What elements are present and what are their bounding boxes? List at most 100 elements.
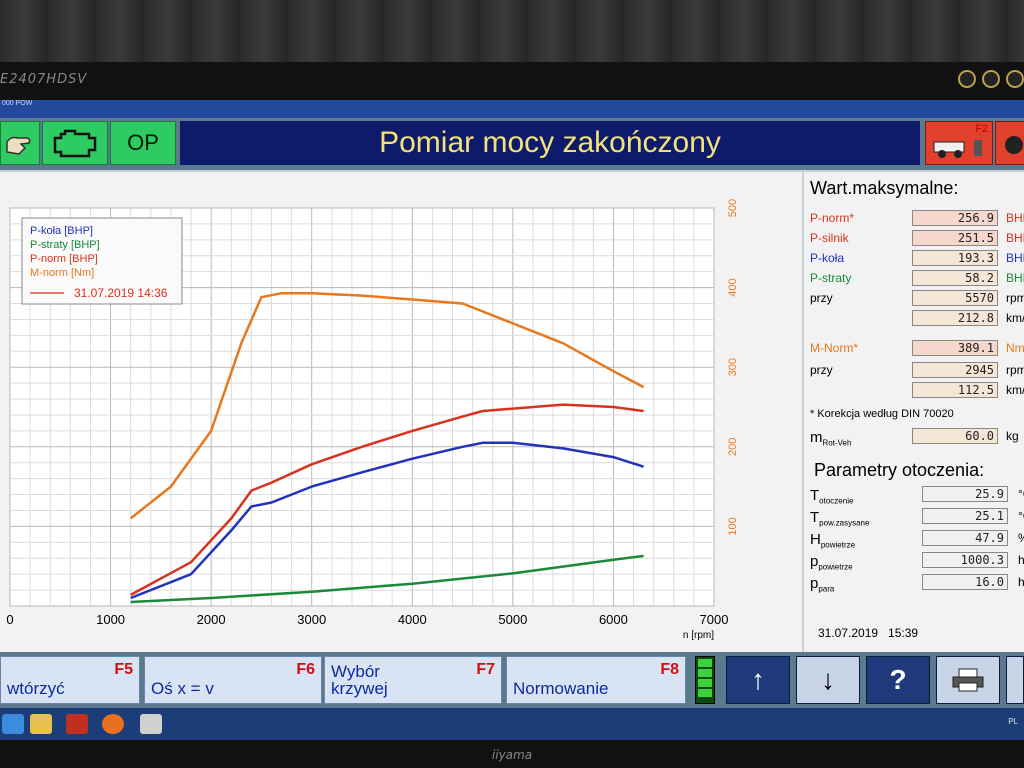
window-title-strip: 000 POW — [0, 100, 1024, 118]
legend-box — [21, 217, 183, 305]
ambient-value: 16.0 — [922, 574, 1008, 590]
power-chart: 0 1000 2000 3000 4000 5000 6000 7000 n [rpm] 100 2… — [6, 199, 739, 641]
help-icon: ? — [889, 664, 907, 695]
f8-button[interactable]: F8 Normowanie — [506, 656, 686, 704]
ambient-unit: °C — [1018, 487, 1024, 501]
f2-key-label: F2 — [975, 123, 988, 135]
series-line — [130, 441, 644, 600]
ambient-symbol: p — [810, 553, 819, 570]
windows-taskbar: PL — [0, 708, 1024, 740]
engine-icon — [53, 129, 97, 158]
monitor-button-icon — [1006, 70, 1024, 88]
ambient-value: 47.9 — [922, 530, 1008, 546]
monitor-bezel-bottom — [0, 740, 1024, 768]
ambient-row: ppara 16.0 hPa — [810, 574, 1024, 594]
legend-entry: P-norm [BHP] — [30, 253, 98, 265]
printer-icon — [952, 668, 984, 692]
y-tick-label: 200 — [727, 438, 739, 456]
mrot-row: mRot-Veh 60.0 kg — [810, 428, 1024, 447]
f2-button[interactable]: F2 — [925, 121, 993, 165]
series-line — [130, 554, 644, 604]
x-axis-label: n [rpm] — [683, 630, 714, 641]
ie-icon[interactable] — [2, 714, 24, 734]
red-button[interactable] — [995, 121, 1024, 165]
max-unit: BHP — [1006, 231, 1024, 245]
ambient-unit: hPa — [1018, 575, 1024, 589]
ambient-row: Tpow.zasysane 25.1 °C — [810, 508, 1024, 527]
max-unit: BHP — [1006, 271, 1024, 285]
legend-entry: P-straty [BHP] — [30, 239, 100, 251]
results-panel: Wart.maksymalne: P-norm* 256.9 BHP P-sil… — [804, 172, 1024, 652]
max-label: przy — [810, 363, 833, 377]
ambient-row: Hpowietrze 47.9 % — [810, 530, 1024, 550]
app-task-icon[interactable] — [140, 714, 162, 734]
monitor-bottom-brand: iiyama — [491, 748, 533, 762]
app-screen: 000 POW OP Pomiar mocy zakończony F2 — [0, 100, 1024, 740]
max-value: 2945 — [912, 362, 998, 378]
down-button[interactable]: ↓ — [796, 656, 860, 704]
monitor-bezel-top — [0, 62, 1024, 102]
mrot-unit: kg — [1006, 429, 1019, 443]
ambient-label: Tpow.zasysane — [810, 509, 869, 527]
ambient-subscript: para — [818, 584, 835, 594]
ambient-subscript: powietrze — [820, 540, 856, 550]
max-unit: BHP — [1006, 251, 1024, 265]
mrot-value: 60.0 — [912, 428, 998, 444]
max-row-m-speed: 112.5 km/h — [810, 382, 1024, 400]
x-tick-label: 3000 — [297, 612, 326, 627]
x-tick-label: 1000 — [96, 612, 125, 627]
max-unit: Nm — [1006, 341, 1024, 355]
ambient-title: Parametry otoczenia: — [814, 460, 985, 480]
help-button[interactable]: ? — [866, 656, 930, 704]
max-unit: km/h — [1006, 311, 1024, 325]
ambient-label: ppowietrze — [810, 553, 853, 571]
print-button[interactable] — [936, 656, 1000, 704]
background-foam — [0, 0, 1024, 65]
status-title: Pomiar mocy zakończony — [180, 121, 920, 165]
mrot-subscript: Rot-Veh — [822, 438, 852, 448]
f6-button[interactable]: F6 Oś x = v — [144, 656, 322, 704]
x-tick-label: 6000 — [599, 612, 628, 627]
ambient-unit: % — [1018, 531, 1024, 545]
f6-label: Oś x = v — [151, 679, 214, 698]
engine-button[interactable] — [42, 121, 108, 165]
series-line — [129, 291, 645, 520]
max-label: P-norm* — [810, 211, 855, 225]
hand-icon — [6, 136, 31, 155]
x-tick-label: 5000 — [498, 612, 527, 627]
max-row-m-norm: M-Norm* 389.1 Nm — [810, 340, 1024, 358]
f7-button[interactable]: F7 Wybór krzywej — [324, 656, 502, 704]
y-tick-label: 500 — [727, 199, 739, 217]
max-label: P-silnik — [810, 231, 849, 245]
monitor-buttons — [958, 70, 1024, 88]
correction-note: * Korekcja według DIN 70020 — [810, 408, 954, 420]
firefox-icon[interactable] — [102, 714, 124, 734]
extra-button[interactable] — [1006, 656, 1024, 704]
status-led-bar — [695, 656, 715, 704]
max-unit: km/h — [1006, 383, 1024, 397]
ambient-row: ppowietrze 1000.3 hPa — [810, 552, 1024, 571]
tray-language[interactable]: PL — [1008, 717, 1018, 726]
max-row-rpm: przy 5570 rpm — [810, 290, 1024, 308]
op-button[interactable]: OP — [110, 121, 176, 165]
max-row-p-silnik: P-silnik 251.5 BHP — [810, 230, 1024, 248]
ambient-unit: °C — [1018, 509, 1024, 523]
folder-icon[interactable] — [30, 714, 52, 734]
bottom-toolbar: F5 wtórzyć F6 Oś x = v F7 Wybór krzywej … — [0, 652, 1024, 708]
mrot-label: mRot-Veh — [810, 429, 851, 447]
x-tick-label: 2000 — [197, 612, 226, 627]
max-row-speed: 212.8 km/h — [810, 310, 1024, 328]
monitor-brand: E2407HDSV — [0, 72, 88, 87]
chart-panel: 0 1000 2000 3000 4000 5000 6000 7000 n [rpm] 100 2… — [0, 172, 802, 652]
f5-key: F5 — [114, 661, 133, 678]
max-value: 389.1 — [912, 340, 998, 356]
max-row-m-rpm: przy 2945 rpm — [810, 362, 1024, 380]
status-title-text: Pomiar mocy zakończony — [379, 126, 721, 159]
f5-button[interactable]: F5 wtórzyć — [0, 656, 140, 704]
max-row-p-kola: P-koła 193.3 BHP — [810, 250, 1024, 268]
max-value: 58.2 — [912, 270, 998, 286]
hand-button[interactable] — [0, 121, 40, 165]
max-unit: BHP — [1006, 211, 1024, 225]
up-button[interactable]: ↑ — [726, 656, 790, 704]
media-player-icon[interactable] — [66, 714, 88, 734]
